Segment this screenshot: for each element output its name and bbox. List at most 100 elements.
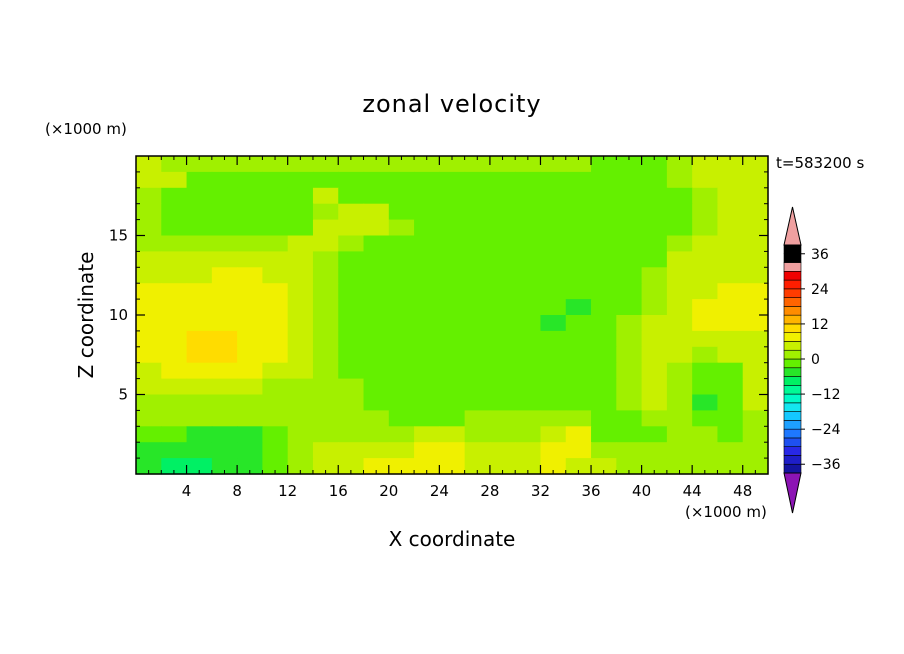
field-cell	[641, 171, 668, 189]
field-cell	[515, 203, 542, 221]
field-cell	[161, 235, 188, 252]
x-tick-label: 36	[581, 482, 600, 500]
x-tick-label: 12	[278, 482, 297, 500]
field-cell	[565, 203, 592, 221]
field-cell	[211, 203, 238, 221]
field-cell	[312, 346, 339, 364]
field-cell	[312, 156, 339, 173]
field-cell	[136, 187, 162, 205]
field-cell	[363, 315, 390, 332]
field-cell	[338, 394, 365, 411]
field-cell	[388, 394, 415, 411]
field-cell	[186, 235, 213, 252]
field-cell	[616, 267, 643, 284]
field-cell	[692, 283, 719, 300]
field-cell	[237, 362, 263, 380]
field-cell	[540, 426, 567, 443]
field-cell	[287, 426, 314, 443]
colorbar-label: 12	[811, 317, 829, 333]
colorbar-segment	[783, 393, 802, 404]
field-cell	[565, 330, 592, 348]
field-cell	[262, 458, 289, 475]
field-cell	[186, 251, 213, 268]
field-cell	[161, 283, 188, 300]
field-cell	[414, 283, 440, 300]
field-cell	[717, 251, 744, 268]
field-cell	[692, 410, 719, 427]
field-cell	[262, 330, 289, 348]
x-axis: 4 8 12 16 20 24 28 32 36 40 44 48	[148, 156, 756, 500]
field-cell	[136, 171, 162, 189]
field-cell	[692, 394, 719, 411]
field-cell	[591, 156, 617, 173]
field-cell	[414, 330, 440, 348]
field-cell	[287, 299, 314, 316]
field-cell	[666, 251, 693, 268]
field-cell	[616, 235, 643, 252]
field-cell	[540, 171, 567, 189]
field-cell	[136, 362, 162, 380]
field-cell	[312, 458, 339, 475]
field-cell	[692, 219, 719, 237]
x-tick-label: 44	[683, 482, 702, 500]
field-cell	[489, 362, 516, 380]
field-cell	[540, 394, 567, 411]
field-cell	[287, 187, 314, 205]
field-cell	[262, 410, 289, 427]
field-cell	[237, 330, 263, 348]
field-cell	[161, 315, 188, 332]
field-cell	[515, 378, 542, 396]
field-cell	[717, 410, 744, 427]
field-cell	[489, 442, 516, 459]
field-cell	[439, 378, 466, 396]
field-cell	[616, 219, 643, 237]
field-cell	[211, 156, 238, 173]
field-cell	[287, 330, 314, 348]
field-cell	[388, 346, 415, 364]
field-cell	[312, 267, 339, 284]
field-cell	[388, 362, 415, 380]
field-cell	[515, 362, 542, 380]
field-cell	[641, 378, 668, 396]
field-cell	[692, 362, 719, 380]
field-cell	[186, 394, 213, 411]
field-cell	[591, 187, 617, 205]
field-cell	[464, 219, 491, 237]
field-cell	[616, 299, 643, 316]
field-cell	[287, 267, 314, 284]
field-cell	[363, 394, 390, 411]
colorbar-segment	[783, 262, 802, 272]
field-cell	[237, 187, 263, 205]
field-cell	[211, 426, 238, 443]
field-cell	[666, 283, 693, 300]
field-cell	[666, 267, 693, 284]
field-cell	[464, 251, 491, 268]
field-cell	[388, 442, 415, 459]
field-cell	[616, 378, 643, 396]
field-cell	[186, 156, 213, 173]
field-cell	[565, 283, 592, 300]
colorbar-segment	[783, 455, 802, 465]
field-cell	[742, 442, 769, 459]
field-cell	[464, 283, 491, 300]
field-cell	[464, 362, 491, 380]
field-cell	[439, 251, 466, 268]
field-cell	[565, 362, 592, 380]
field-cell	[540, 267, 567, 284]
field-cell	[641, 187, 668, 205]
field-cell	[338, 315, 365, 332]
field-cell	[363, 251, 390, 268]
field-cell	[439, 299, 466, 316]
field-cell	[136, 235, 162, 252]
field-cell	[742, 378, 769, 396]
field-cell	[211, 171, 238, 189]
y-unit-label: (×1000 m)	[45, 120, 127, 138]
field-cell	[136, 315, 162, 332]
field-cell	[414, 458, 440, 475]
field-cell	[363, 410, 390, 427]
field-cell	[565, 442, 592, 459]
field-cell	[186, 346, 213, 364]
field-cell	[489, 219, 516, 237]
field-cell	[717, 171, 744, 189]
